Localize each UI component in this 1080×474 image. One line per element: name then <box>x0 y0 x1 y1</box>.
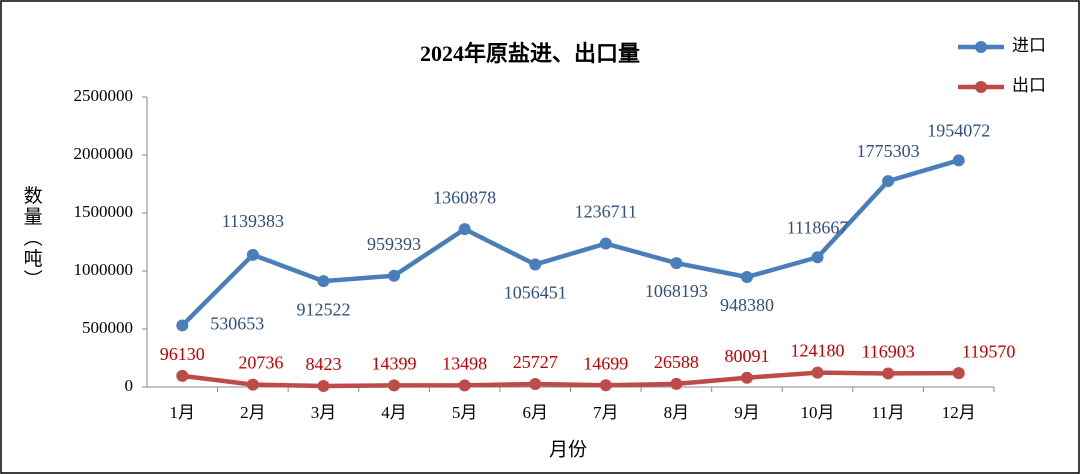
data-label: 25727 <box>513 352 558 372</box>
x-tick-label: 3月 <box>311 403 337 422</box>
data-point <box>882 367 895 380</box>
data-point <box>529 258 542 271</box>
data-label: 116903 <box>861 342 914 362</box>
data-point <box>811 366 824 379</box>
data-point <box>317 380 330 393</box>
data-label: 14399 <box>372 353 417 373</box>
legend-marker <box>975 41 987 53</box>
chart-title: 2024年原盐进、出口量 <box>420 41 640 66</box>
data-point <box>388 379 401 392</box>
x-tick-label: 10月 <box>801 403 835 422</box>
x-tick-label: 6月 <box>522 403 548 422</box>
data-label: 1118667 <box>787 217 849 237</box>
x-tick-label: 9月 <box>734 403 760 422</box>
data-label: 1068193 <box>645 281 708 301</box>
x-tick-label: 12月 <box>942 403 976 422</box>
data-point <box>670 257 683 270</box>
x-axis-title: 月份 <box>549 438 587 460</box>
x-tick-label: 4月 <box>381 403 407 422</box>
y-tick-label: 1500000 <box>74 202 134 221</box>
data-label: 119570 <box>962 341 1015 361</box>
data-label: 1360878 <box>433 187 496 207</box>
data-point <box>176 319 189 332</box>
x-tick-label: 1月 <box>170 403 196 422</box>
x-tick-label: 8月 <box>664 403 690 422</box>
data-point <box>599 379 612 392</box>
y-tick-label: 0 <box>125 376 134 395</box>
data-label: 26588 <box>654 352 699 372</box>
data-label: 80091 <box>724 346 769 366</box>
data-point <box>882 175 895 188</box>
legend-label: 出口 <box>1012 76 1046 95</box>
x-tick-label: 7月 <box>593 403 619 422</box>
data-label: 1954072 <box>927 120 990 140</box>
data-point <box>740 371 753 384</box>
data-point <box>458 223 471 236</box>
series-line <box>182 370 959 389</box>
data-label: 912522 <box>296 299 350 319</box>
y-tick-label: 2000000 <box>74 144 134 163</box>
data-label: 959393 <box>367 234 421 254</box>
data-label: 14699 <box>583 353 628 373</box>
data-point <box>176 369 189 382</box>
y-tick-label: 500000 <box>82 318 133 337</box>
data-point <box>952 367 965 380</box>
y-tick-label: 2500000 <box>74 86 134 105</box>
data-point <box>740 270 753 283</box>
data-point <box>246 378 259 391</box>
x-tick-label: 11月 <box>871 403 904 422</box>
data-label: 1139383 <box>222 211 284 231</box>
data-point <box>599 237 612 250</box>
legend-marker <box>975 81 987 93</box>
y-axis-title: 数量（吨） <box>21 185 43 290</box>
series-line <box>180 158 960 328</box>
legend-label: 进口 <box>1012 36 1046 55</box>
data-point <box>529 378 542 391</box>
data-point <box>670 377 683 390</box>
data-point <box>458 379 471 392</box>
data-point <box>952 154 965 167</box>
data-label: 13498 <box>442 354 487 374</box>
data-label: 1775303 <box>857 141 920 161</box>
data-point <box>388 269 401 282</box>
x-tick-label: 2月 <box>240 403 266 422</box>
data-label: 96130 <box>160 344 205 364</box>
data-label: 8423 <box>305 354 341 374</box>
data-label: 530653 <box>210 314 264 334</box>
y-tick-label: 1000000 <box>74 260 134 279</box>
data-label: 948380 <box>720 295 774 315</box>
data-point <box>317 275 330 288</box>
x-tick-label: 5月 <box>452 403 478 422</box>
data-label: 1056451 <box>504 283 567 303</box>
data-label: 124180 <box>791 341 845 361</box>
data-point <box>811 251 824 264</box>
data-point <box>246 248 259 261</box>
data-label: 1236711 <box>575 202 637 222</box>
data-label: 20736 <box>238 353 283 373</box>
